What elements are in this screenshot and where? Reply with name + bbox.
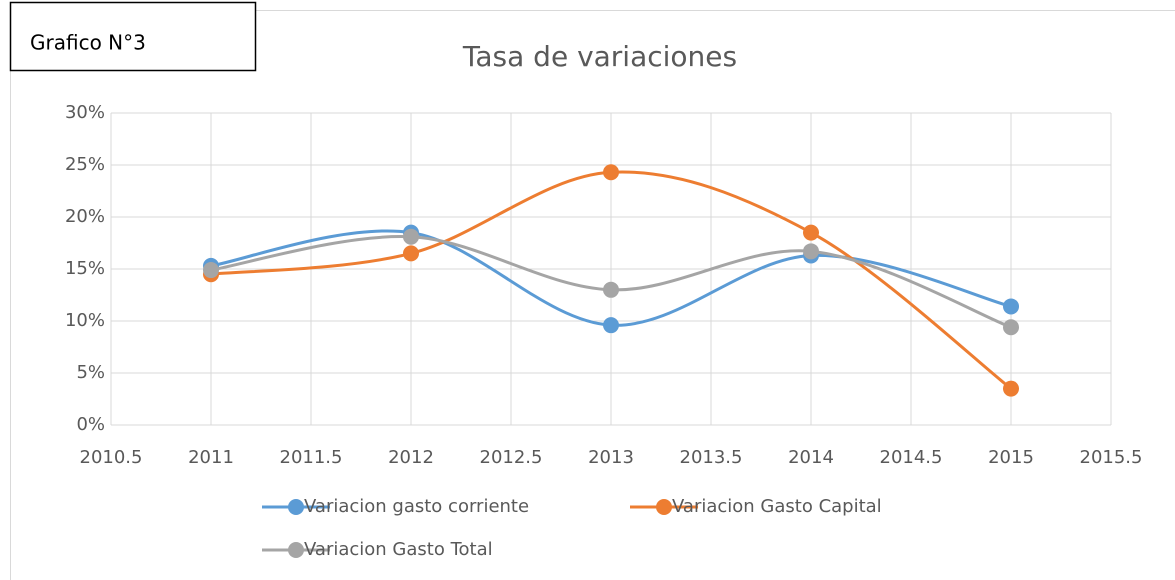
x-tick-label: 2013: [588, 447, 634, 468]
x-tick-label: 2013.5: [680, 447, 743, 468]
legend-marker: [288, 542, 304, 558]
legend-label: Variacion Gasto Total: [304, 539, 493, 560]
legend-label: Variacion Gasto Capital: [672, 496, 882, 517]
y-tick-label: 10%: [65, 310, 105, 331]
data-point: [803, 224, 819, 241]
x-tick-label: 2011: [188, 447, 234, 468]
data-point: [403, 245, 419, 262]
data-point: [803, 243, 819, 260]
chart-title: Tasa de variaciones: [462, 40, 737, 73]
data-point: [203, 262, 219, 279]
x-tick-label: 2011.5: [280, 447, 343, 468]
y-tick-label: 0%: [76, 414, 105, 435]
x-tick-label: 2015: [988, 447, 1034, 468]
legend-marker: [656, 499, 672, 515]
data-point: [603, 164, 619, 181]
y-tick-label: 20%: [65, 206, 105, 227]
x-tick-label: 2014: [788, 447, 834, 468]
data-point: [603, 281, 619, 298]
legend-marker: [288, 499, 304, 515]
data-point: [403, 228, 419, 245]
chart-frame: [10, 10, 1175, 580]
x-tick-label: 2014.5: [880, 447, 943, 468]
legend-label: Variacion gasto corriente: [304, 496, 529, 517]
annotation: Grafico N°3: [30, 31, 146, 55]
data-point: [1003, 319, 1019, 336]
data-point: [1003, 298, 1019, 315]
data-point: [1003, 380, 1019, 397]
y-tick-label: 5%: [76, 362, 105, 383]
y-tick-label: 25%: [65, 154, 105, 175]
y-tick-label: 15%: [65, 258, 105, 279]
annotation-box: [9, 1, 257, 72]
x-tick-label: 2012: [388, 447, 434, 468]
x-tick-label: 2012.5: [480, 447, 543, 468]
x-tick-label: 2015.5: [1080, 447, 1143, 468]
y-tick-label: 30%: [65, 102, 105, 123]
data-point: [603, 317, 619, 334]
x-tick-label: 2010.5: [80, 447, 143, 468]
